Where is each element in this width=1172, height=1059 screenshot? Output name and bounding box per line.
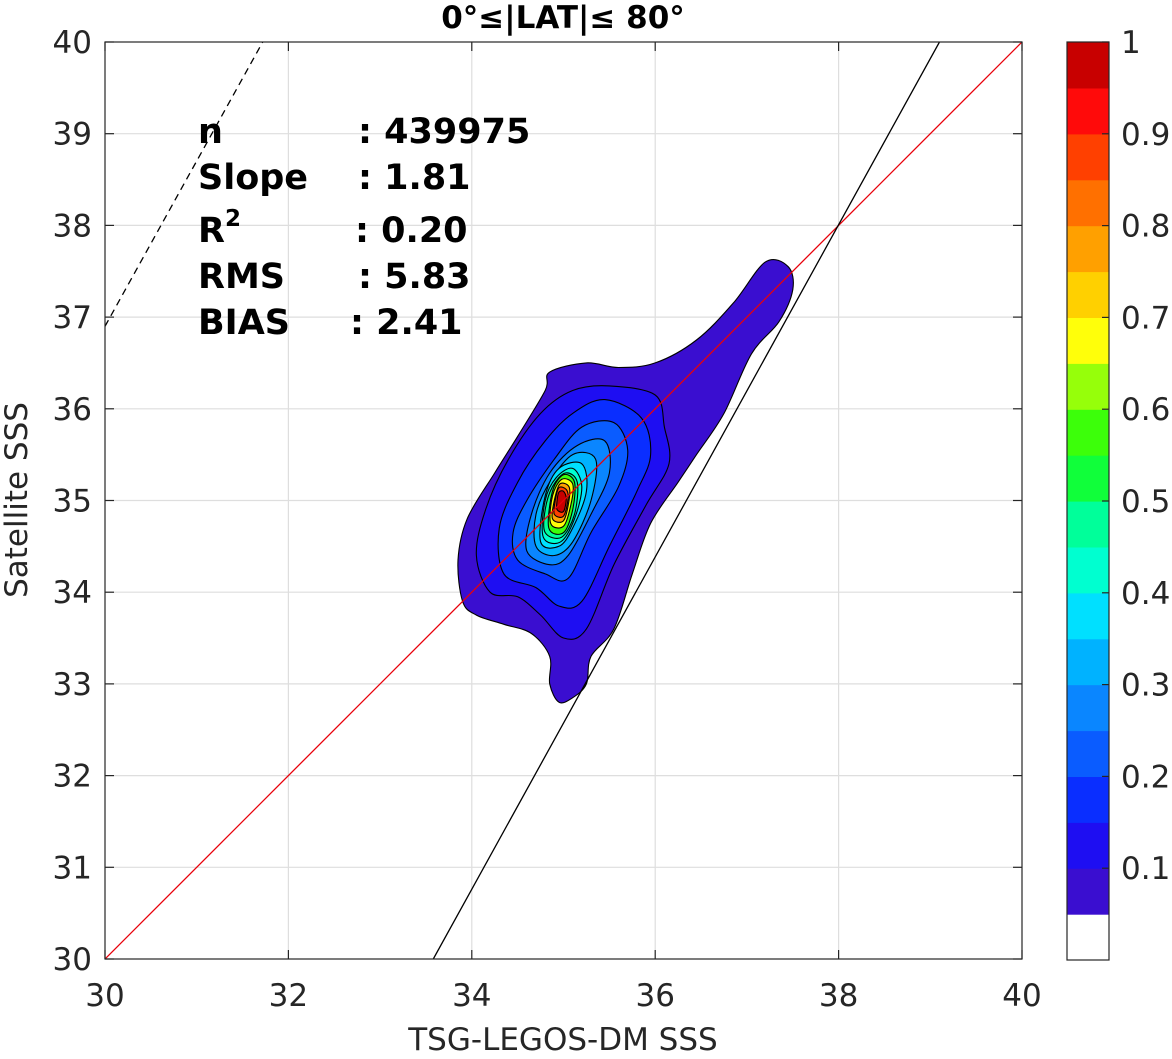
colorbar-tick-label-1: 0.2 bbox=[1121, 759, 1170, 795]
colorbar-segment-18 bbox=[1067, 87, 1109, 135]
axis-ticks: 30 32 34 36 38 40 30 31 32 33 34 35 36 37 38 39 40 bbox=[53, 25, 1042, 1014]
stat-slope-label: Slope bbox=[198, 158, 308, 198]
y-tick-label-4: 34 bbox=[53, 575, 92, 611]
fit-line bbox=[432, 42, 941, 959]
stat-slope-value: : 1.81 bbox=[358, 158, 471, 198]
dashed-line bbox=[105, 42, 264, 327]
colorbar-segment-13 bbox=[1067, 317, 1109, 364]
y-tick-label-1: 31 bbox=[53, 850, 92, 886]
colorbar-segment-5 bbox=[1067, 684, 1109, 732]
x-tick-label-0: 30 bbox=[85, 978, 124, 1014]
colorbar-tick-label-0: 0.1 bbox=[1121, 851, 1170, 887]
contour-level-13 bbox=[555, 490, 567, 513]
stats-box: n : 439975 Slope : 1.81 R2 : 0.20 RMS : … bbox=[198, 112, 530, 343]
colorbar-segment-11 bbox=[1067, 409, 1109, 456]
y-tick-label-8: 38 bbox=[53, 208, 92, 244]
colorbar-segment-12 bbox=[1067, 363, 1109, 410]
y-tick-label-7: 37 bbox=[53, 300, 92, 336]
colorbar-segment-16 bbox=[1067, 179, 1109, 227]
colorbar-tick-label-5: 0.6 bbox=[1121, 392, 1170, 428]
stat-r2-base: R bbox=[198, 211, 225, 251]
chart-title: 0°≤|LAT|≤ 80° bbox=[441, 0, 685, 36]
stat-n-label: n bbox=[198, 112, 223, 152]
colorbar-tick-label-9: 1 bbox=[1121, 25, 1141, 61]
stat-n-value: : 439975 bbox=[358, 112, 530, 152]
colorbar-tick-label-2: 0.3 bbox=[1121, 668, 1170, 704]
colorbar-segment-15 bbox=[1067, 225, 1109, 273]
colorbar-segment-6 bbox=[1067, 638, 1109, 686]
stat-rms-value: : 5.83 bbox=[358, 257, 471, 297]
colorbar-segment-10 bbox=[1067, 455, 1109, 502]
x-tick-label-1: 32 bbox=[269, 978, 308, 1014]
stat-r2-superscript: 2 bbox=[225, 206, 241, 232]
y-tick-label-0: 30 bbox=[53, 942, 92, 978]
stat-bias-value: : 2.41 bbox=[350, 303, 463, 343]
y-tick-label-2: 32 bbox=[53, 759, 92, 795]
colorbar-segment-7 bbox=[1067, 592, 1109, 640]
y-tick-label-5: 35 bbox=[53, 484, 92, 520]
y-axis-label: Satellite SSS bbox=[0, 402, 35, 598]
colorbar-segment-2 bbox=[1067, 822, 1109, 869]
reference-lines bbox=[105, 42, 1022, 959]
y-tick-label-10: 40 bbox=[53, 25, 92, 61]
colorbar-tick-label-4: 0.5 bbox=[1121, 484, 1170, 520]
colorbar-segment-4 bbox=[1067, 730, 1109, 777]
colorbar-tick-label-7: 0.8 bbox=[1121, 209, 1170, 245]
colorbar-tick-label-6: 0.7 bbox=[1121, 300, 1170, 336]
colorbar-segment-1 bbox=[1067, 868, 1109, 915]
x-axis-label: TSG-LEGOS-DM SSS bbox=[407, 1022, 717, 1055]
colorbar-segment-8 bbox=[1067, 546, 1109, 594]
x-tick-label-3: 36 bbox=[635, 978, 674, 1014]
contour-fills bbox=[457, 259, 794, 704]
one-to-one-line bbox=[105, 42, 1022, 959]
stat-r2-value: : 0.20 bbox=[355, 211, 468, 251]
colorbar-segment-0 bbox=[1067, 914, 1109, 961]
colorbar-tick-label-3: 0.4 bbox=[1121, 576, 1170, 612]
colorbar-segment-19 bbox=[1067, 42, 1109, 89]
y-tick-label-6: 36 bbox=[53, 392, 92, 428]
colorbar-segment-3 bbox=[1067, 776, 1109, 823]
x-tick-label-2: 34 bbox=[452, 978, 491, 1014]
y-tick-label-3: 33 bbox=[53, 667, 92, 703]
colorbar-tick-label-8: 0.9 bbox=[1121, 117, 1170, 153]
stat-bias-label: BIAS bbox=[198, 303, 290, 343]
x-tick-label-5: 40 bbox=[1002, 978, 1041, 1014]
stat-r2-label: R2 bbox=[198, 206, 241, 251]
y-tick-label-9: 39 bbox=[53, 117, 92, 153]
colorbar-segment-14 bbox=[1067, 271, 1109, 318]
colorbar-segment-17 bbox=[1067, 133, 1109, 181]
stat-rms-label: RMS bbox=[198, 257, 285, 297]
x-tick-label-4: 38 bbox=[819, 978, 858, 1014]
grid-lines bbox=[105, 42, 1022, 959]
colorbar-segment-9 bbox=[1067, 501, 1109, 548]
colorbar: 0.1 0.2 0.3 0.4 0.5 0.6 0.7 0.8 0.9 1 bbox=[1066, 25, 1170, 961]
